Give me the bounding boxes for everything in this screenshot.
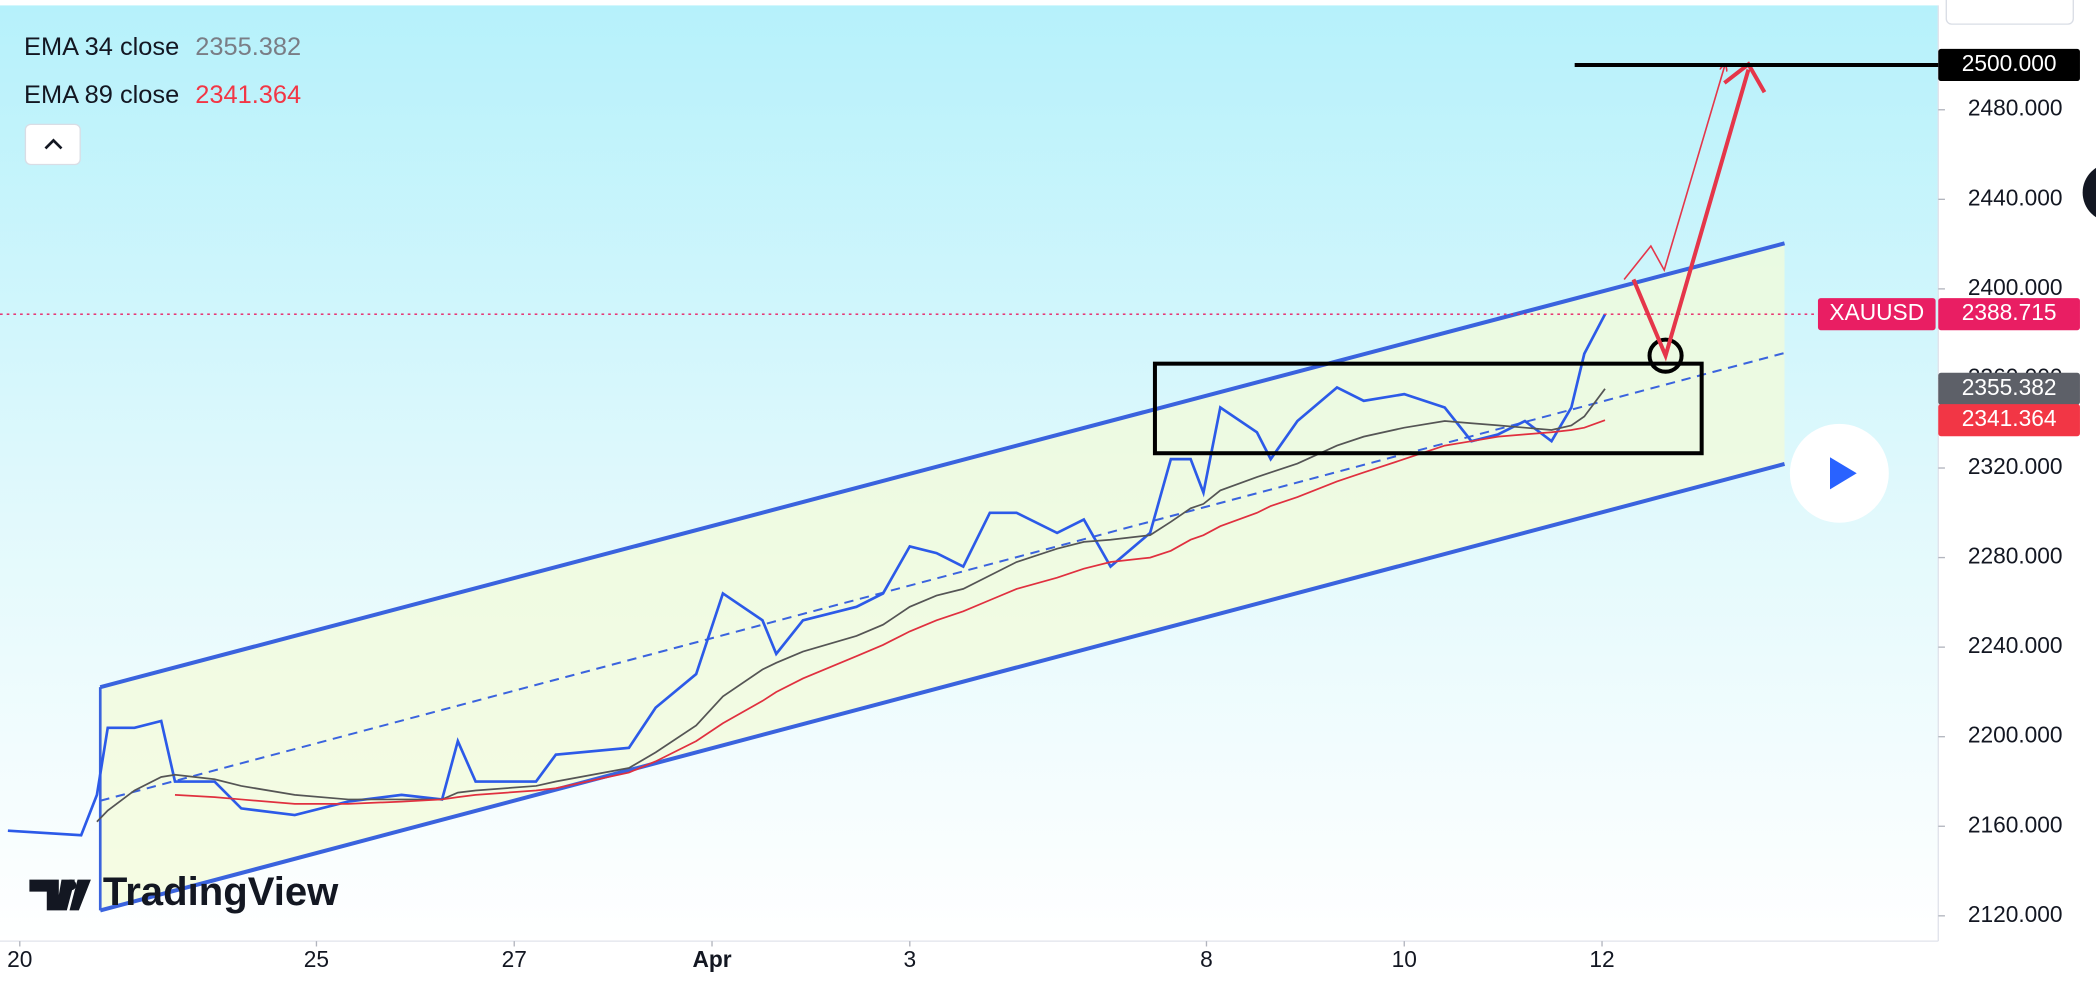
price-line	[7, 313, 1607, 837]
replay-icon	[1829, 457, 1857, 490]
y-tick-label: 2440.000	[1968, 184, 2063, 210]
x-tick-label: 3	[903, 946, 916, 972]
logo-text: TradingView	[103, 870, 339, 914]
x-tick-label: 10	[1392, 946, 1417, 972]
ema-line	[96, 388, 1606, 823]
retest-circle	[1647, 337, 1684, 374]
currency-selector[interactable]	[1945, 0, 2074, 25]
collapse-button[interactable]	[24, 123, 81, 166]
price-tag-label: 2388.715	[1962, 299, 2057, 325]
legend: EMA 34 close 2355.382 EMA 89 close 2341.364	[24, 33, 301, 109]
price-tag	[1938, 372, 2080, 405]
price-tag-label: 2341.364	[1962, 405, 2057, 431]
price-tag-label: 2355.382	[1962, 374, 2057, 400]
side-widget[interactable]	[2082, 163, 2096, 222]
legend-name: EMA 34 close	[24, 33, 179, 61]
channel-median	[99, 352, 1785, 802]
y-tick-label: 2240.000	[1968, 632, 2063, 658]
collapse-icon	[44, 138, 63, 150]
logo-dot	[65, 879, 77, 891]
symbol-tag	[1817, 298, 1936, 331]
range-box	[1152, 361, 1704, 456]
channel-upper	[99, 241, 1786, 690]
x-tick-label: 8	[1200, 946, 1213, 972]
y-tick-label: 2320.000	[1968, 453, 2063, 479]
logo-icon	[29, 879, 91, 911]
channel-lower	[99, 461, 1786, 913]
projection-thin	[1623, 67, 1724, 280]
legend-name: EMA 89 close	[24, 81, 179, 109]
legend-value: 2355.382	[195, 33, 301, 61]
level-tag	[1938, 48, 2080, 82]
price-tag	[1938, 298, 2080, 331]
x-tick-label: 25	[304, 946, 329, 972]
x-tick-label: 20	[7, 946, 32, 972]
x-tick-label: 27	[502, 946, 527, 972]
legend-value: 2341.364	[195, 81, 301, 109]
price-tag	[1938, 404, 2080, 437]
y-tick-label: 2480.000	[1968, 95, 2063, 121]
y-tick-label: 2160.000	[1968, 811, 2063, 837]
x-tick-label: Apr	[692, 946, 731, 972]
y-tick-label: 2200.000	[1968, 722, 2063, 748]
symbol-tag-label: XAUUSD	[1829, 299, 1924, 325]
y-tick-label: 2280.000	[1968, 543, 2063, 569]
y-tick-label: 2120.000	[1968, 901, 2063, 927]
projection-main	[1631, 69, 1751, 362]
y-tick-label: 2400.000	[1968, 274, 2063, 300]
price-axis-background	[1938, 5, 2096, 987]
x-tick-label: 12	[1589, 946, 1614, 972]
level-tag-label: 2500.000	[1962, 50, 2057, 76]
